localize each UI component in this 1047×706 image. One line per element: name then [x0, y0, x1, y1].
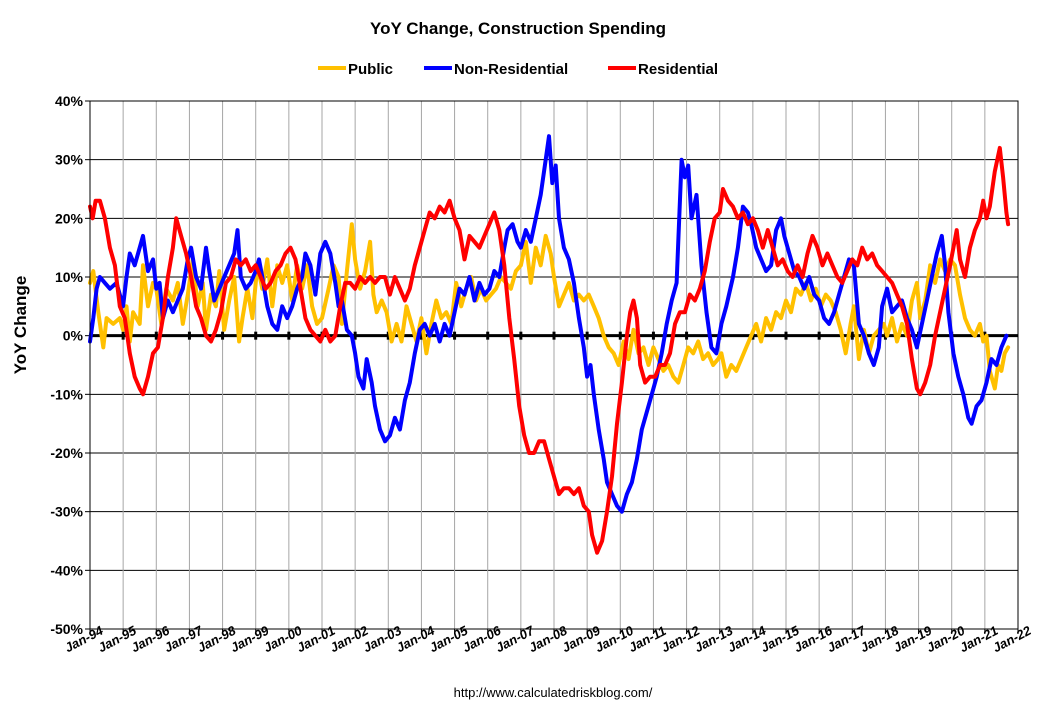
- y-axis-label: YoY Change: [11, 276, 30, 375]
- series-line-residential: [88, 145, 1011, 555]
- legend-label-public: Public: [348, 61, 393, 78]
- y-tick-label: -30%: [50, 504, 83, 520]
- legend: Public Non-Residential Residential: [318, 61, 718, 78]
- y-tick-label: 40%: [55, 93, 84, 109]
- y-axis-ticks: 40% 30% 20% 10% 0% -10% -20% -30% -40% -50%: [50, 93, 90, 637]
- source-url: http://www.calculatedriskblog.com/: [454, 685, 653, 700]
- y-tick-label: -10%: [50, 386, 83, 402]
- chart-title: YoY Change, Construction Spending: [370, 19, 666, 38]
- y-tick-label: -50%: [50, 621, 83, 637]
- legend-label-non-residential: Non-Residential: [454, 61, 568, 78]
- y-tick-label: 30%: [55, 152, 84, 168]
- series-lines: [88, 134, 1011, 555]
- y-tick-label: 0%: [63, 328, 84, 344]
- plot-border: [89, 100, 1019, 630]
- y-tick-label: 20%: [55, 210, 84, 226]
- y-tick-label: -40%: [50, 562, 83, 578]
- legend-label-residential: Residential: [638, 61, 718, 78]
- y-tick-label: -20%: [50, 445, 83, 461]
- y-tick-label: 10%: [55, 269, 84, 285]
- series-line-public: [88, 222, 1011, 391]
